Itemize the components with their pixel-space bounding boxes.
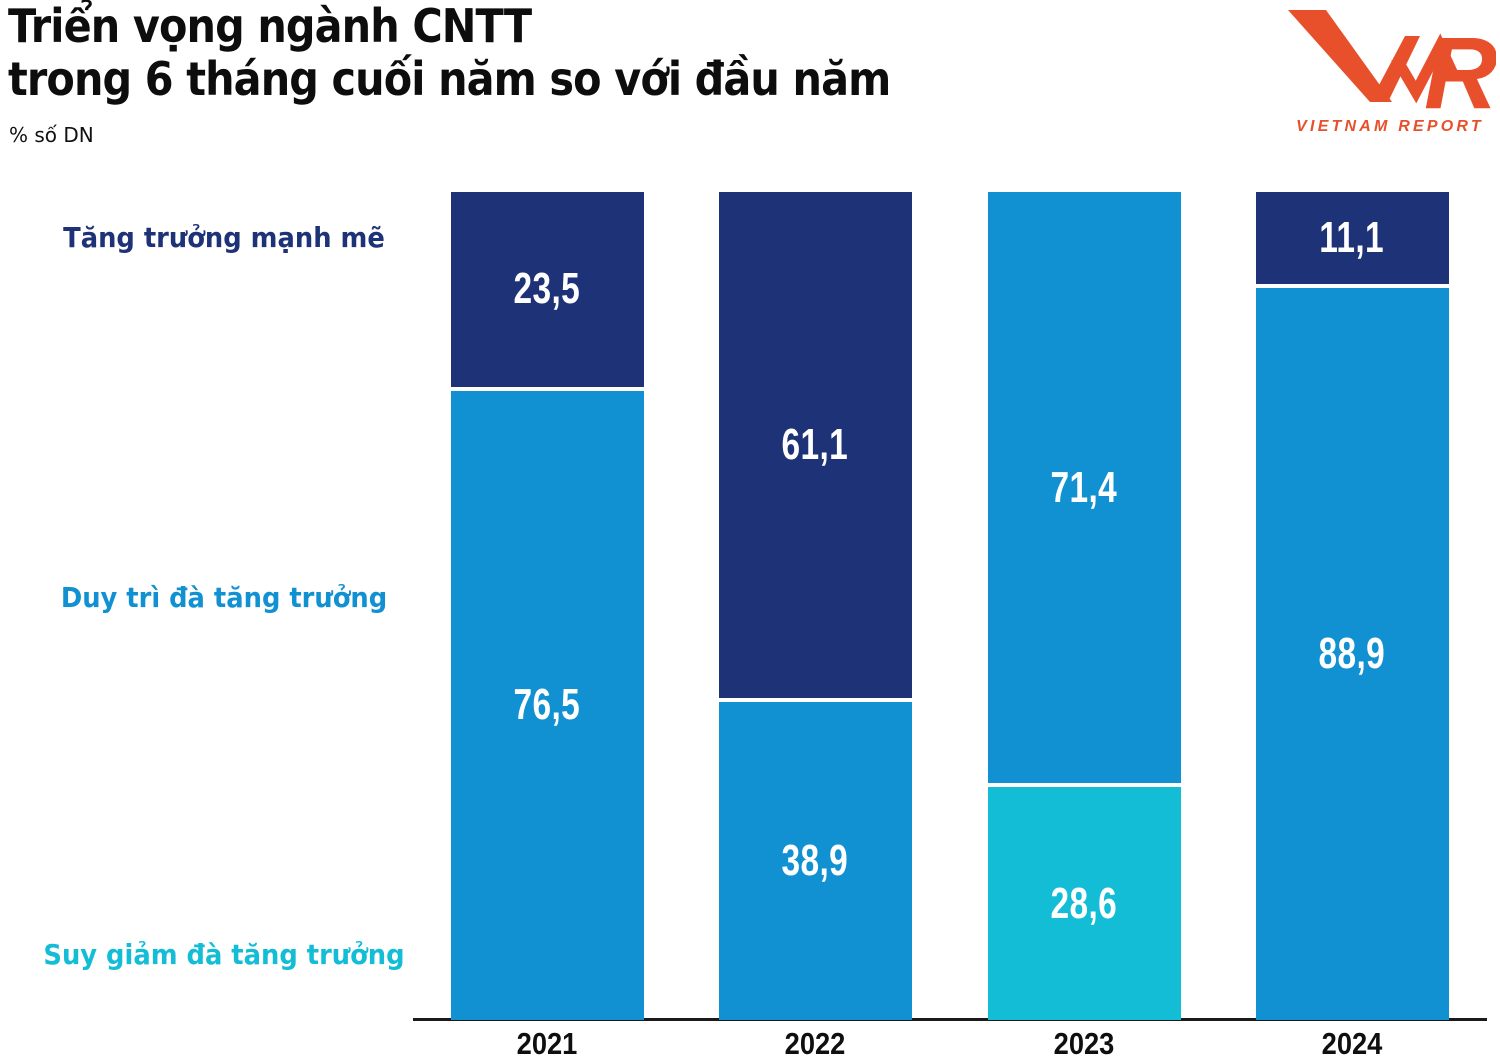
vnr-logo-v-left-stroke (1288, 10, 1392, 102)
value-label-2023-suy-giam-da-tang-truong: 28,6 (1050, 878, 1118, 928)
bar-2022-segment-tang-truong-manh-me: 61,1 (718, 192, 912, 698)
bar-2024-segment-duy-tri-da-tang-truong: 88,9 (1255, 287, 1449, 1020)
bar-2021-segment-duy-tri-da-tang-truong: 76,5 (450, 390, 644, 1020)
bar-2024-segment-tang-truong-manh-me: 11,1 (1255, 192, 1449, 284)
bar-2023: 71,4 28,6 (987, 192, 1181, 1020)
value-label-2024-duy-tri-da-tang-truong: 88,9 (1318, 628, 1386, 678)
x-tick-2024: 2024 (1321, 1026, 1383, 1061)
value-label-2021-duy-tri-da-tang-truong: 76,5 (513, 680, 581, 730)
vnr-logo-caption: VIETNAM REPORT (1296, 118, 1484, 135)
bar-2023-segment-duy-tri-da-tang-truong: 71,4 (987, 192, 1181, 784)
chart-title-line2: trong 6 tháng cuối năm so với đầu năm (8, 52, 891, 107)
vnr-logo-r-letter: R (1424, 16, 1496, 114)
legend-item-duy-tri-da-tang-truong: Duy trì đà tăng trưởng (60, 581, 388, 614)
chart-title-line1: Triển vọng ngành CNTT (8, 0, 532, 53)
vnr-logo-v-right-stroke (1370, 36, 1420, 102)
value-label-2022-tang-truong-manh-me: 61,1 (781, 419, 849, 469)
value-label-2023-duy-tri-da-tang-truong: 71,4 (1050, 462, 1118, 512)
bar-2022: 61,1 38,9 (718, 192, 912, 1020)
legend-item-suy-giam-da-tang-truong: Suy giảm đà tăng trưởng (43, 938, 405, 971)
bar-2024: 11,1 88,9 (1255, 192, 1449, 1020)
x-tick-2021: 2021 (516, 1026, 578, 1061)
x-axis-line (413, 1018, 1487, 1021)
vnr-logo-mark: R (1288, 10, 1498, 130)
vnr-logo-n-zigzag (1391, 33, 1458, 104)
page-title: Triển vọng ngành CNTT trong 6 tháng cuối… (8, 0, 891, 107)
bar-2021-segment-tang-truong-manh-me: 23,5 (450, 192, 644, 387)
bar-2021: 23,5 76,5 (450, 192, 644, 1020)
vnr-logo: R VIETNAM REPORT (1284, 2, 1498, 136)
bar-2022-segment-duy-tri-da-tang-truong: 38,9 (718, 701, 912, 1020)
bar-2023-segment-suy-giam-da-tang-truong: 28,6 (987, 787, 1181, 1020)
value-label-2024-tang-truong-manh-me: 11,1 (1319, 212, 1385, 262)
value-label-2022-duy-tri-da-tang-truong: 38,9 (781, 835, 849, 885)
legend-item-tang-truong-manh-me: Tăng trưởng mạnh mẽ (63, 221, 385, 254)
unit-label: % số DN (9, 123, 94, 147)
x-tick-2023: 2023 (1053, 1026, 1115, 1061)
value-label-2021-tang-truong-manh-me: 23,5 (513, 264, 581, 314)
x-tick-2022: 2022 (784, 1026, 846, 1061)
